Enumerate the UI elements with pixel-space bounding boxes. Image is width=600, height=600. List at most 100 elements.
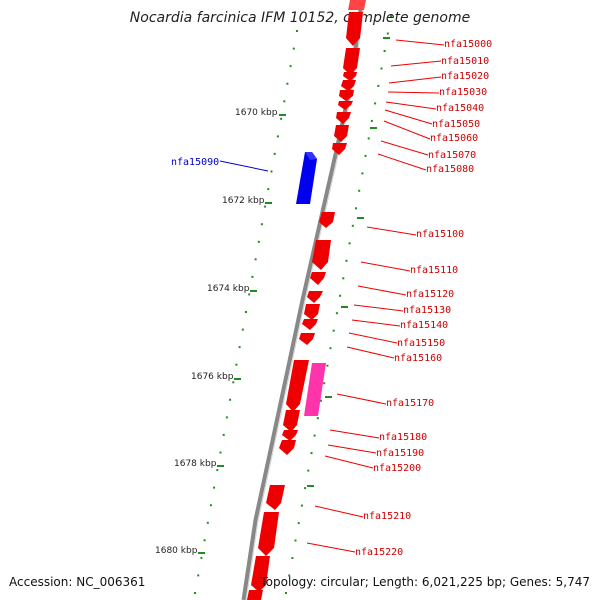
tick-dot	[257, 240, 260, 243]
tick-dot	[374, 102, 377, 105]
gene-label[interactable]: nfa15150	[397, 338, 445, 349]
tick-mark	[325, 396, 332, 398]
gene-arrow[interactable]	[312, 240, 331, 270]
gene-track	[247, 0, 366, 600]
tick-dot	[216, 469, 219, 472]
scale-tick	[265, 202, 272, 204]
gene-arrow[interactable]	[282, 430, 298, 441]
tick-dot	[326, 364, 329, 367]
gene-arrow[interactable]	[279, 440, 296, 455]
gene-arrow[interactable]	[251, 556, 270, 592]
gene-arrow[interactable]	[319, 212, 335, 228]
gene-arrow-pink[interactable]	[304, 363, 326, 416]
tick-dot	[339, 294, 342, 297]
gene-label[interactable]: nfa15060	[430, 133, 478, 144]
tick-dot	[370, 119, 373, 122]
tick-dot	[267, 188, 270, 191]
gene-label[interactable]: nfa15140	[400, 320, 448, 331]
gene-label[interactable]: nfa15040	[436, 103, 484, 114]
tick-dot	[286, 82, 289, 85]
stats-separator: ;	[502, 575, 510, 589]
gene-arrow[interactable]	[334, 125, 349, 142]
gene-arrow[interactable]	[247, 590, 263, 600]
tick-dot	[383, 50, 386, 52]
gene-label[interactable]: nfa15050	[432, 119, 480, 130]
gene-label[interactable]: nfa15160	[394, 353, 442, 364]
tick-dot	[345, 259, 348, 262]
gene-label[interactable]: nfa15000	[444, 39, 492, 50]
genes-count-text: Genes: 5,747	[509, 575, 590, 589]
tick-dot	[254, 258, 257, 261]
gene-label[interactable]: nfa15170	[386, 398, 434, 409]
gene-label[interactable]: nfa15210	[363, 511, 411, 522]
tick-dot	[289, 65, 292, 68]
gene-label[interactable]: nfa15120	[406, 289, 454, 300]
gene-label[interactable]: nfa15030	[439, 87, 487, 98]
label-leaders	[306, 39, 445, 553]
tick-dot	[313, 434, 316, 437]
gene-arrow[interactable]	[258, 512, 279, 556]
scale-bar: 1670 kbp 1672 kbp 1674 kbp 1676 kbp 1678…	[155, 108, 286, 556]
gene-arrow[interactable]	[343, 72, 357, 81]
gene-arrow[interactable]	[343, 48, 360, 75]
tick-dot	[316, 417, 319, 420]
tick-dot	[283, 100, 286, 103]
gene-label[interactable]: nfa15020	[441, 71, 489, 82]
tick-dot	[364, 154, 367, 157]
gene-arrow[interactable]	[348, 0, 366, 10]
tick-dot	[367, 137, 370, 140]
scale-label: 1670 kbp	[235, 108, 278, 118]
gene-label[interactable]: nfa15190	[376, 448, 424, 459]
gene-arrow[interactable]	[332, 143, 347, 155]
genome-title: Nocardia farcinica IFM 10152, complete g…	[129, 10, 471, 26]
tick-dot	[229, 398, 232, 401]
tick-dot	[251, 275, 254, 278]
tick-dot	[235, 363, 238, 366]
gene-label[interactable]: nfa15110	[410, 265, 458, 276]
gene-arrow[interactable]	[339, 90, 354, 101]
genome-stats: Topology: circular; Length: 6,021,225 bp…	[260, 575, 590, 589]
gene-label[interactable]: nfa15080	[426, 164, 474, 175]
gene-label[interactable]: nfa15180	[379, 432, 427, 443]
gene-arrow[interactable]	[307, 291, 323, 303]
tick-dot	[225, 416, 228, 419]
gene-arrow[interactable]	[346, 12, 363, 46]
tick-dot	[203, 539, 206, 542]
tick-dot	[335, 312, 338, 315]
tick-dot	[292, 47, 295, 50]
gene-arrow[interactable]	[302, 319, 318, 330]
gene-arrow[interactable]	[283, 410, 300, 432]
gene-label[interactable]: nfa15010	[441, 56, 489, 67]
gene-label[interactable]: nfa15220	[355, 547, 403, 558]
tick-dot	[270, 170, 273, 173]
gene-arrow[interactable]	[336, 112, 351, 124]
topology-text: Topology: circular	[260, 575, 365, 589]
gene-label-reverse[interactable]: nfa15090	[171, 157, 219, 168]
scale-label: 1680 kbp	[155, 546, 198, 556]
tick-dot	[209, 504, 212, 507]
gene-label[interactable]: nfa15070	[428, 150, 476, 161]
tick-dot	[264, 205, 267, 208]
tick-dot	[386, 32, 389, 35]
tick-dot	[329, 347, 332, 350]
gene-arrow-reverse[interactable]	[296, 152, 317, 204]
gene-arrow[interactable]	[304, 304, 320, 320]
gene-arrow[interactable]	[341, 80, 356, 91]
gene-arrow[interactable]	[266, 485, 285, 510]
stats-separator: ;	[364, 575, 373, 589]
gene-label[interactable]: nfa15200	[373, 463, 421, 474]
scale-tick	[198, 552, 205, 554]
gene-label[interactable]: nfa15100	[416, 229, 464, 240]
scale-tick	[217, 465, 224, 467]
tick-dot	[351, 224, 354, 227]
gene-arrow[interactable]	[299, 333, 315, 345]
gene-arrow[interactable]	[310, 272, 326, 285]
scale-label: 1676 kbp	[191, 372, 234, 382]
gene-label[interactable]: nfa15130	[403, 305, 451, 316]
gene-arrow[interactable]	[338, 101, 353, 110]
tick-dot	[219, 451, 222, 454]
gene-arrow[interactable]	[286, 360, 309, 412]
tick-dot	[291, 557, 294, 559]
tick-dot	[206, 521, 209, 524]
